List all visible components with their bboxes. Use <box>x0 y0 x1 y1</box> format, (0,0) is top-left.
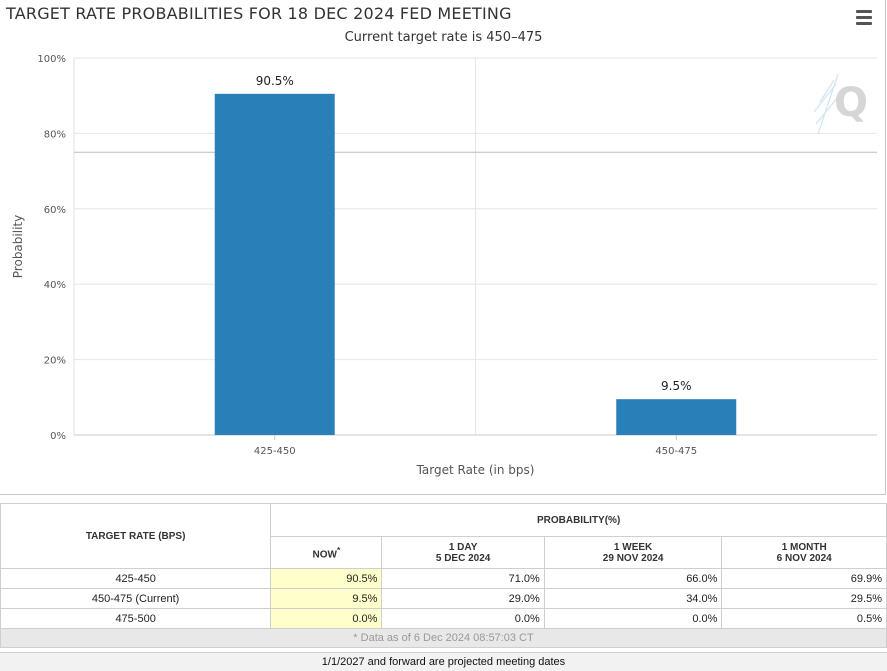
y-tick-label: 20% <box>44 356 66 367</box>
table-row: 450-475 (Current) 9.5% 29.0% 34.0% 29.5% <box>0 588 887 609</box>
x-tick-label: 450-475 <box>655 446 697 457</box>
chart-panel: 0% 20% 40% 60% 80% 100% 90.5% 425-450 9.5% 450-47… <box>0 0 886 495</box>
bar-data-label: 9.5% <box>661 379 692 393</box>
probability-cell: 66.0% <box>543 568 723 589</box>
x-tick-label: 425-450 <box>254 446 296 457</box>
target-rate-cell: 450-475 (Current) <box>0 588 272 609</box>
column-header-date: 6 NOV 2024 <box>776 552 832 564</box>
y-tick-label: 60% <box>44 205 66 216</box>
probability-cell: 29.5% <box>721 588 887 609</box>
column-header-now: NOW* <box>270 536 383 569</box>
y-axis-title: Probability <box>11 215 25 278</box>
column-header-1-week: 1 WEEK 29 NOV 2024 <box>543 536 723 569</box>
probability-table: TARGET RATE (BPS) PROBABILITY(%) NOW* 1 D… <box>0 503 887 648</box>
chart-subtitle: Current target rate is 450–475 <box>344 30 543 45</box>
cme-q-logo-icon: Q <box>813 73 868 135</box>
table-row: 425-450 90.5% 71.0% 66.0% 69.9% <box>0 568 887 589</box>
probability-cell: 71.0% <box>381 568 545 589</box>
column-header-label: NOW* <box>312 544 341 561</box>
probability-cell: 34.0% <box>543 588 723 609</box>
footnote-marker: * <box>336 544 341 555</box>
target-rate-cell: 425-450 <box>0 568 272 589</box>
column-header-label: 1 DAY <box>448 541 478 553</box>
svg-text:Q: Q <box>834 80 868 126</box>
x-axis-title: Target Rate (in bps) <box>416 463 535 477</box>
y-tick-label: 0% <box>50 431 66 442</box>
chart-title: TARGET RATE PROBABILITIES FOR 18 DEC 202… <box>6 4 512 23</box>
column-header-1-month: 1 MONTH 6 NOV 2024 <box>721 536 887 569</box>
y-tick-label: 80% <box>44 129 66 140</box>
projected-dates-note: 1/1/2027 and forward are projected meeti… <box>0 652 887 671</box>
table-row: 475-500 0.0% 0.0% 0.0% 0.5% <box>0 608 887 629</box>
column-header-label: 1 MONTH <box>781 541 827 553</box>
y-tick-label: 40% <box>44 280 66 291</box>
probability-cell: 9.5% <box>270 588 383 609</box>
probability-cell: 69.9% <box>721 568 887 589</box>
probability-cell: 0.0% <box>543 608 723 629</box>
hamburger-menu-icon[interactable] <box>856 10 872 25</box>
target-rate-header: TARGET RATE (BPS) <box>0 503 272 569</box>
probability-cell: 0.5% <box>721 608 887 629</box>
column-header-date: 29 NOV 2024 <box>602 552 664 564</box>
target-rate-cell: 475-500 <box>0 608 272 629</box>
column-header-label: 1 WEEK <box>613 541 653 553</box>
probability-cell: 0.0% <box>270 608 383 629</box>
bar-data-label: 90.5% <box>256 74 294 88</box>
probability-cell: 29.0% <box>381 588 545 609</box>
bar-425-450 <box>214 93 335 435</box>
y-tick-label: 100% <box>37 54 66 65</box>
probability-cell: 0.0% <box>381 608 545 629</box>
bar-chart: 0% 20% 40% 60% 80% 100% 90.5% 425-450 9.5% 450-47… <box>11 54 877 477</box>
probability-header: PROBABILITY(%) <box>270 503 887 537</box>
probability-cell: 90.5% <box>270 568 383 589</box>
column-header-date: 5 DEC 2024 <box>435 552 491 564</box>
column-header-1-day: 1 DAY 5 DEC 2024 <box>381 536 545 569</box>
data-timestamp-footnote: * Data as of 6 Dec 2024 08:57:03 CT <box>0 628 887 648</box>
bar-450-475 <box>616 399 737 435</box>
